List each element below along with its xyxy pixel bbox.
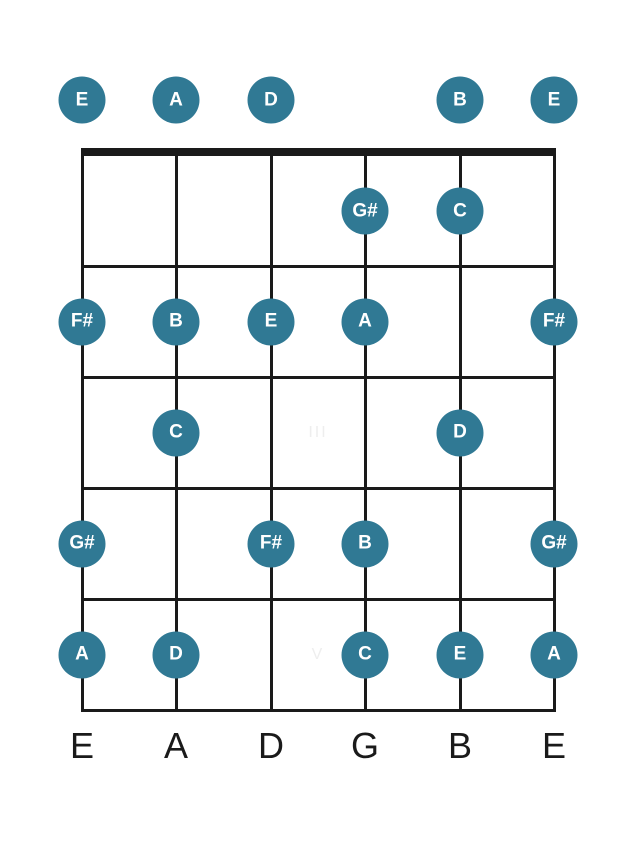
note-s4-f5: E — [437, 631, 484, 678]
note-label: B — [169, 311, 183, 333]
string-line — [81, 148, 84, 712]
fret-marker: V — [312, 646, 325, 664]
note-label: C — [358, 644, 372, 666]
fret-line — [81, 598, 556, 601]
note-open-s0: E — [59, 77, 106, 124]
note-label: E — [454, 644, 467, 666]
string-label: A — [164, 725, 188, 767]
note-s5-f2: F# — [531, 298, 578, 345]
note-label: A — [358, 311, 372, 333]
nut — [81, 148, 556, 156]
note-s1-f5: D — [153, 631, 200, 678]
note-s4-f3: D — [437, 409, 484, 456]
note-s5-f5: A — [531, 631, 578, 678]
note-s0-f2: F# — [59, 298, 106, 345]
note-open-s2: D — [248, 77, 295, 124]
note-s1-f2: B — [153, 298, 200, 345]
note-label: G# — [69, 533, 94, 555]
note-s3-f5: C — [342, 631, 389, 678]
note-s1-f3: C — [153, 409, 200, 456]
note-label: F# — [71, 311, 93, 333]
note-s3-f2: A — [342, 298, 389, 345]
note-s2-f2: E — [248, 298, 295, 345]
note-s5-f4: G# — [531, 520, 578, 567]
note-s2-f4: F# — [248, 520, 295, 567]
fret-line — [81, 709, 556, 712]
string-line — [553, 148, 556, 712]
string-line — [270, 148, 273, 712]
fret-marker: III — [308, 424, 327, 442]
note-open-s5: E — [531, 77, 578, 124]
string-label: E — [70, 725, 94, 767]
fret-line — [81, 376, 556, 379]
string-label: B — [448, 725, 472, 767]
string-label: G — [351, 725, 379, 767]
note-s3-f4: B — [342, 520, 389, 567]
note-label: D — [453, 422, 467, 444]
fret-line — [81, 487, 556, 490]
fretboard-diagram: III V E A D B E G# C F# B E A F# C D G# F# B G# A D C E A E A D G B E — [0, 0, 640, 857]
note-label: E — [548, 89, 561, 111]
note-label: F# — [543, 311, 565, 333]
note-label: D — [169, 644, 183, 666]
note-label: A — [75, 644, 89, 666]
note-label: G# — [352, 200, 377, 222]
note-s0-f4: G# — [59, 520, 106, 567]
note-label: C — [453, 200, 467, 222]
note-label: E — [265, 311, 278, 333]
note-s0-f5: A — [59, 631, 106, 678]
string-label: D — [258, 725, 284, 767]
note-label: B — [453, 89, 467, 111]
note-open-s1: A — [153, 77, 200, 124]
note-label: F# — [260, 533, 282, 555]
fret-line — [81, 265, 556, 268]
note-label: G# — [541, 533, 566, 555]
note-s3-f1: G# — [342, 188, 389, 235]
note-label: C — [169, 422, 183, 444]
note-label: B — [358, 533, 372, 555]
note-open-s4: B — [437, 77, 484, 124]
string-label: E — [542, 725, 566, 767]
note-label: A — [547, 644, 561, 666]
note-s4-f1: C — [437, 188, 484, 235]
note-label: D — [264, 89, 278, 111]
note-label: A — [169, 89, 183, 111]
note-label: E — [76, 89, 89, 111]
